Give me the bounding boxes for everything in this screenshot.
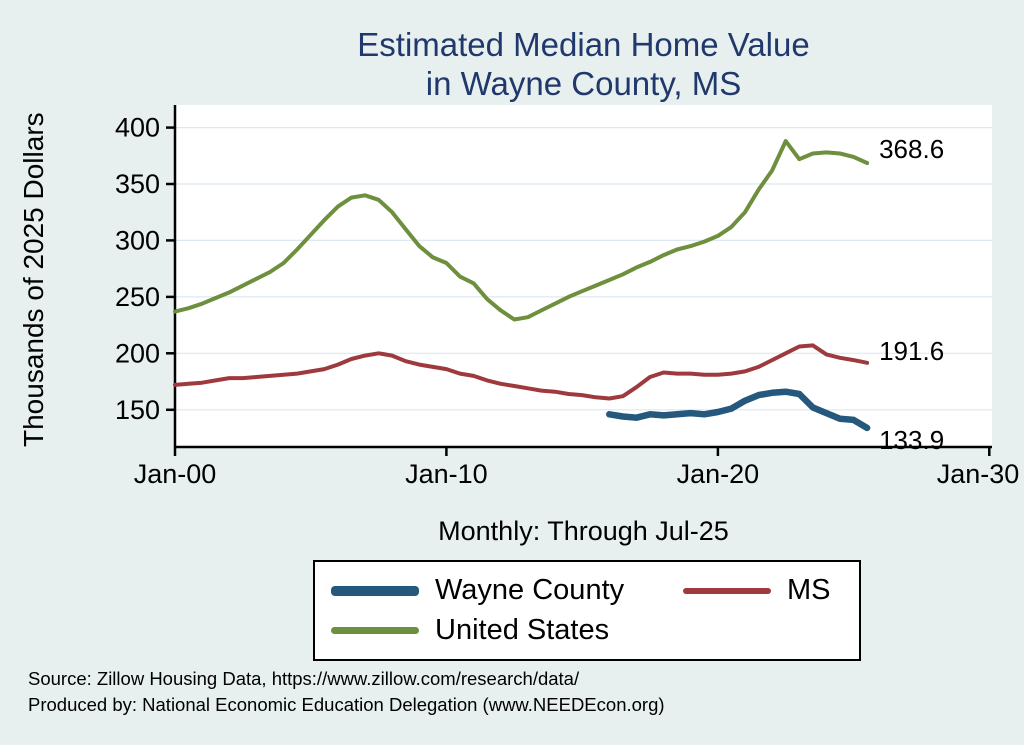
plot-background xyxy=(175,105,992,447)
x-axis-note: Monthly: Through Jul-25 xyxy=(438,516,729,546)
chart-title-line1: Estimated Median Home Value xyxy=(357,26,810,63)
source-note: Source: Zillow Housing Data, https://www… xyxy=(28,666,665,718)
x-tick-label: Jan-10 xyxy=(405,459,488,489)
legend-item-ms: MS xyxy=(683,574,839,607)
y-tick-label: 200 xyxy=(115,338,160,368)
legend-label-wayne-county: Wayne County xyxy=(435,574,625,606)
legend-label-ms: MS xyxy=(787,574,831,606)
y-tick-label: 150 xyxy=(115,395,160,425)
united-states-line-swatch xyxy=(331,627,419,634)
legend-item-united-states: United States xyxy=(331,614,683,647)
series-line-ms xyxy=(173,343,870,401)
series-line-united-states xyxy=(173,139,870,322)
series-line-wayne-county xyxy=(606,388,871,432)
footer-source-line: Source: Zillow Housing Data, https://www… xyxy=(28,668,580,689)
y-tick-label: 300 xyxy=(115,225,160,255)
footer-producer-line: Produced by: National Economic Education… xyxy=(28,693,665,715)
x-tick-label: Jan-00 xyxy=(134,459,217,489)
series-end-label-united-states: 368.6 xyxy=(879,134,944,164)
ms-line-swatch xyxy=(683,587,771,594)
series-end-label-wayne-county: 133.9 xyxy=(879,425,944,455)
legend-item-wayne-county: Wayne County xyxy=(331,574,683,607)
x-tick-label: Jan-30 xyxy=(937,459,1020,489)
chart-title-line2: in Wayne County, MS xyxy=(425,64,742,102)
plot-svg: 150 200 250 300 350 400 Jan-00 Jan-10 Jan-20 Jan-… xyxy=(115,105,1020,489)
legend: Wayne County MS United States xyxy=(313,560,861,661)
y-tick-label: 250 xyxy=(115,282,160,312)
x-tick-label: Jan-20 xyxy=(677,459,760,489)
y-tick-label: 400 xyxy=(115,113,160,143)
series-end-label-ms: 191.6 xyxy=(879,336,944,366)
wayne-county-line-swatch xyxy=(331,585,419,596)
y-tick-label: 350 xyxy=(115,169,160,199)
chart-title: Estimated Median Home Value in Wayne Cou… xyxy=(175,26,992,104)
legend-label-united-states: United States xyxy=(435,614,610,646)
